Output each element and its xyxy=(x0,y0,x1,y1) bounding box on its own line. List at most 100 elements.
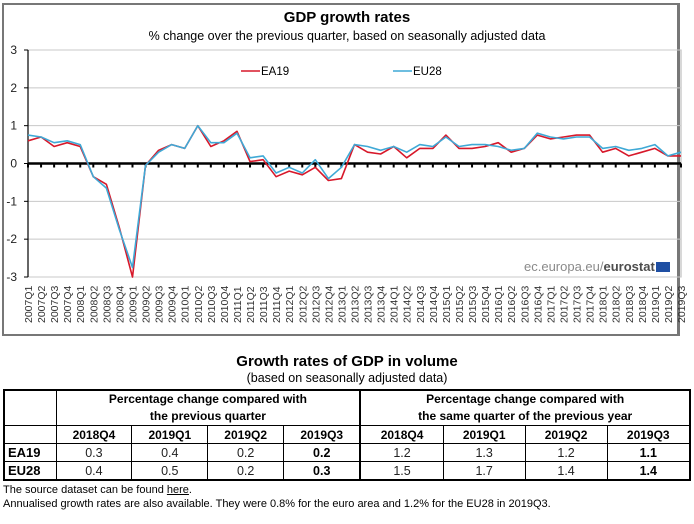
column-header: 2019Q1 xyxy=(131,425,209,444)
x-tick-label: 2019Q1 xyxy=(650,285,662,323)
row-label: EA19 xyxy=(3,443,57,462)
x-tick-label: 2010Q2 xyxy=(193,285,205,323)
x-tick-label: 2019Q2 xyxy=(663,285,675,323)
x-tick-label: 2010Q1 xyxy=(180,285,192,323)
group-header-prev-quarter-line2: the previous quarter xyxy=(55,408,361,426)
eurostat-watermark: ec.europa.eu/eurostat xyxy=(524,259,670,274)
x-tick-label: 2009Q1 xyxy=(127,285,139,323)
x-tick-label: 2017Q2 xyxy=(558,285,570,323)
x-tick-label: 2015Q3 xyxy=(467,285,479,323)
table-group-header-row-2: the previous quarter the same quarter of… xyxy=(4,408,691,426)
empty-cell xyxy=(3,425,57,444)
x-tick-label: 2007Q2 xyxy=(36,285,48,323)
chart-subtitle: % change over the previous quarter, base… xyxy=(148,29,546,43)
x-tick-label: 2019Q3 xyxy=(676,285,688,323)
table-cell: 1.3 xyxy=(442,443,526,462)
row-label: EU28 xyxy=(3,461,57,481)
x-tick-label: 2008Q4 xyxy=(114,285,126,323)
eu-flag-icon xyxy=(655,262,670,272)
x-tick-label: 2013Q3 xyxy=(363,285,375,323)
table-cell: 0.3 xyxy=(283,461,361,481)
x-tick-label: 2011Q1 xyxy=(232,286,244,323)
chart-frame xyxy=(2,3,680,336)
table-title: Growth rates of GDP in volume xyxy=(236,353,458,370)
x-tick-label: 2010Q3 xyxy=(206,285,218,323)
annualised-footnote: Annualised growth rates are also availab… xyxy=(3,498,551,510)
source-dataset-link[interactable]: here xyxy=(166,484,189,496)
table-column-header-row: 2018Q4 2019Q1 2019Q2 2019Q3 2018Q4 2019Q… xyxy=(3,425,691,444)
table-cell: 0.4 xyxy=(131,443,209,462)
x-tick-label: 2016Q1 xyxy=(493,285,505,323)
source-suffix: . xyxy=(188,484,192,496)
x-tick-label: 2012Q1 xyxy=(284,285,296,323)
x-tick-label: 2018Q2 xyxy=(611,285,623,323)
group-header-prev-year: Percentage change compared with xyxy=(359,389,691,408)
watermark-brand: eurostat xyxy=(603,259,655,274)
x-tick-label: 2018Q4 xyxy=(637,285,649,323)
x-tick-label: 2016Q4 xyxy=(532,285,544,323)
x-tick-label: 2007Q1 xyxy=(23,285,35,323)
table-cell: 1.2 xyxy=(359,443,444,462)
table-row: EU28 0.4 0.5 0.2 0.3 1.5 1.7 1.4 1.4 xyxy=(3,461,691,481)
y-tick-label: 1 xyxy=(10,119,17,133)
y-tick-label: -2 xyxy=(6,232,17,246)
gdp-growth-table: Percentage change compared with Percenta… xyxy=(3,389,691,481)
table-cell: 1.7 xyxy=(442,461,526,481)
y-tick-label: -3 xyxy=(6,270,17,284)
table-cell: 1.2 xyxy=(524,443,608,462)
x-tick-label: 2017Q3 xyxy=(572,285,584,323)
table-cell: 0.2 xyxy=(207,443,285,462)
x-tick-label: 2010Q4 xyxy=(219,285,231,323)
y-tick-label: 0 xyxy=(10,157,17,171)
table-cell: 1.4 xyxy=(524,461,608,481)
table-subtitle: (based on seasonally adjusted data) xyxy=(246,371,448,385)
table-cell: 1.5 xyxy=(359,461,444,481)
x-tick-label: 2016Q2 xyxy=(506,285,518,323)
x-tick-label: 2014Q2 xyxy=(402,285,414,323)
x-tick-label: 2008Q3 xyxy=(101,285,113,323)
table-cell: 0.2 xyxy=(207,461,285,481)
x-tick-label: 2013Q1 xyxy=(336,285,348,323)
x-tick-label: 2018Q3 xyxy=(624,285,636,323)
column-header: 2019Q1 xyxy=(442,425,526,444)
table-cell: 1.4 xyxy=(606,461,691,481)
x-tick-label: 2007Q3 xyxy=(49,285,61,323)
watermark-prefix: ec.europa.eu/ xyxy=(524,259,604,274)
x-tick-label: 2014Q3 xyxy=(415,285,427,323)
y-tick-label: -1 xyxy=(6,194,17,208)
x-tick-label: 2013Q4 xyxy=(376,285,388,323)
x-tick-label: 2009Q3 xyxy=(154,285,166,323)
group-header-prev-quarter: Percentage change compared with xyxy=(55,389,361,408)
x-tick-label: 2014Q4 xyxy=(428,285,440,323)
x-tick-label: 2017Q4 xyxy=(585,285,597,323)
x-tick-label: 2012Q4 xyxy=(323,285,335,323)
corner-cell xyxy=(3,389,57,426)
column-header: 2019Q3 xyxy=(606,425,691,444)
group-header-prev-year-line2: the same quarter of the previous year xyxy=(359,408,691,426)
x-tick-label: 2015Q4 xyxy=(480,285,492,323)
legend-label-eu28: EU28 xyxy=(413,66,442,78)
gdp-growth-chart: 3 2 1 0 -1 -2 -3 2007Q1 2007Q2 2007Q3 2007Q4 2008Q1… xyxy=(6,43,688,323)
x-tick-label: 2009Q4 xyxy=(167,285,179,323)
x-tick-label: 2011Q4 xyxy=(271,286,283,323)
table-cell: 1.1 xyxy=(606,443,691,462)
table-cell: 0.2 xyxy=(283,443,361,462)
chart-title: GDP growth rates xyxy=(283,9,411,26)
x-tick-label: 2011Q2 xyxy=(245,286,257,323)
table-cell: 0.4 xyxy=(55,461,133,481)
column-header: 2018Q4 xyxy=(55,425,133,444)
table-row: EA19 0.3 0.4 0.2 0.2 1.2 1.3 1.2 1.1 xyxy=(3,443,691,462)
series-line-eu28 xyxy=(27,124,682,269)
column-header: 2019Q2 xyxy=(207,425,285,444)
column-header: 2018Q4 xyxy=(359,425,444,444)
source-text: The source dataset can be found xyxy=(3,484,167,496)
x-tick-label: 2016Q3 xyxy=(519,285,531,323)
x-tick-label: 2015Q1 xyxy=(441,285,453,323)
column-header: 2019Q3 xyxy=(283,425,361,444)
y-tick-label: 2 xyxy=(10,81,17,95)
x-tick-label: 2015Q2 xyxy=(454,285,466,323)
source-footnote: The source dataset can be found here. xyxy=(3,484,192,496)
x-tick-label: 2008Q2 xyxy=(88,285,100,323)
legend-label-ea19: EA19 xyxy=(261,66,289,78)
x-tick-label: 2013Q2 xyxy=(350,285,362,323)
